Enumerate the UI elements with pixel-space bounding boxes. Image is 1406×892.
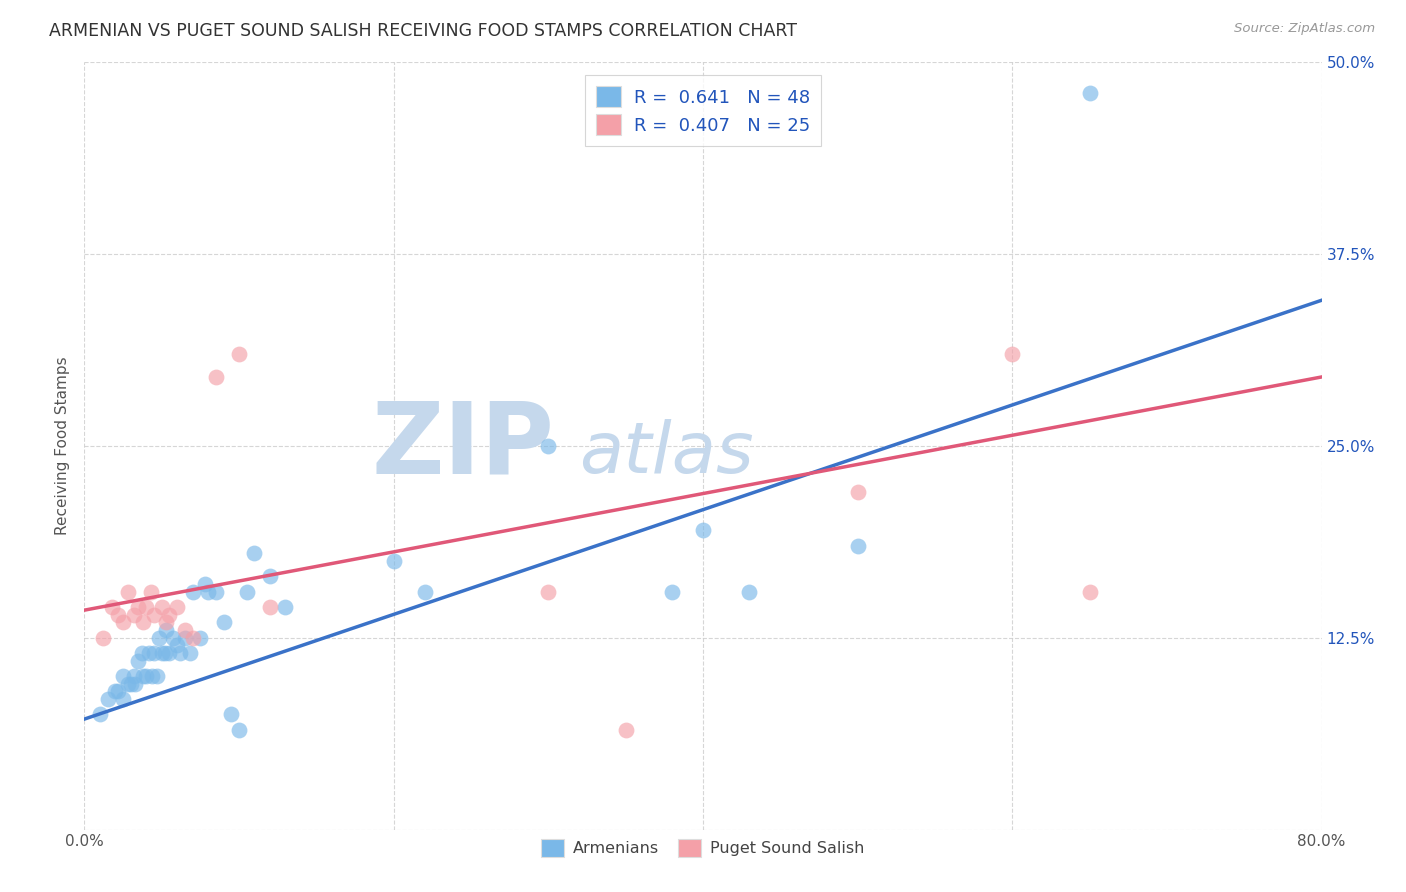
Point — [169, 646, 191, 660]
Text: Source: ZipAtlas.com: Source: ZipAtlas.com — [1234, 22, 1375, 36]
Point — [259, 569, 281, 583]
Point — [132, 615, 155, 630]
Point — [181, 584, 204, 599]
Point — [89, 707, 111, 722]
Point — [141, 669, 163, 683]
Point — [148, 631, 170, 645]
Point — [112, 692, 135, 706]
Point — [153, 646, 176, 660]
Point — [174, 623, 197, 637]
Point — [155, 615, 177, 630]
Point — [228, 347, 250, 361]
Point — [117, 677, 139, 691]
Point — [155, 623, 177, 637]
Point — [159, 646, 180, 660]
Point — [1078, 86, 1101, 100]
Point — [259, 600, 281, 615]
Point — [174, 631, 197, 645]
Point — [181, 631, 204, 645]
Point — [124, 677, 146, 691]
Point — [122, 669, 145, 683]
Point — [117, 584, 139, 599]
Point — [661, 584, 683, 599]
Point — [132, 669, 155, 683]
Point — [107, 607, 129, 622]
Point — [150, 646, 173, 660]
Point — [150, 600, 173, 615]
Point — [228, 723, 250, 737]
Point — [614, 723, 637, 737]
Point — [166, 600, 188, 615]
Point — [205, 370, 228, 384]
Point — [235, 584, 259, 599]
Point — [194, 577, 217, 591]
Point — [692, 524, 714, 538]
Point — [179, 646, 201, 660]
Point — [159, 607, 180, 622]
Point — [162, 631, 184, 645]
Point — [143, 607, 166, 622]
Point — [120, 677, 142, 691]
Text: ZIP: ZIP — [371, 398, 554, 494]
Point — [188, 631, 211, 645]
Point — [846, 539, 869, 553]
Point — [846, 485, 869, 500]
Point — [135, 669, 157, 683]
Point — [122, 607, 145, 622]
Point — [1001, 347, 1024, 361]
Point — [138, 646, 160, 660]
Point — [1078, 584, 1101, 599]
Text: atlas: atlas — [579, 419, 754, 488]
Point — [243, 546, 266, 560]
Y-axis label: Receiving Food Stamps: Receiving Food Stamps — [55, 357, 70, 535]
Text: ARMENIAN VS PUGET SOUND SALISH RECEIVING FOOD STAMPS CORRELATION CHART: ARMENIAN VS PUGET SOUND SALISH RECEIVING… — [49, 22, 797, 40]
Point — [205, 584, 228, 599]
Point — [143, 646, 166, 660]
Point — [146, 669, 169, 683]
Point — [738, 584, 761, 599]
Point — [112, 615, 135, 630]
Point — [96, 692, 118, 706]
Legend: Armenians, Puget Sound Salish: Armenians, Puget Sound Salish — [534, 832, 872, 863]
Point — [537, 584, 560, 599]
Point — [127, 600, 149, 615]
Point — [135, 600, 157, 615]
Point — [219, 707, 242, 722]
Point — [131, 646, 153, 660]
Point — [274, 600, 297, 615]
Point — [104, 684, 127, 698]
Point — [382, 554, 405, 568]
Point — [212, 615, 235, 630]
Point — [112, 669, 135, 683]
Point — [107, 684, 129, 698]
Point — [127, 654, 149, 668]
Point — [197, 584, 219, 599]
Point — [101, 600, 124, 615]
Point — [537, 439, 560, 453]
Point — [166, 639, 188, 653]
Point — [139, 584, 162, 599]
Point — [91, 631, 114, 645]
Point — [413, 584, 436, 599]
